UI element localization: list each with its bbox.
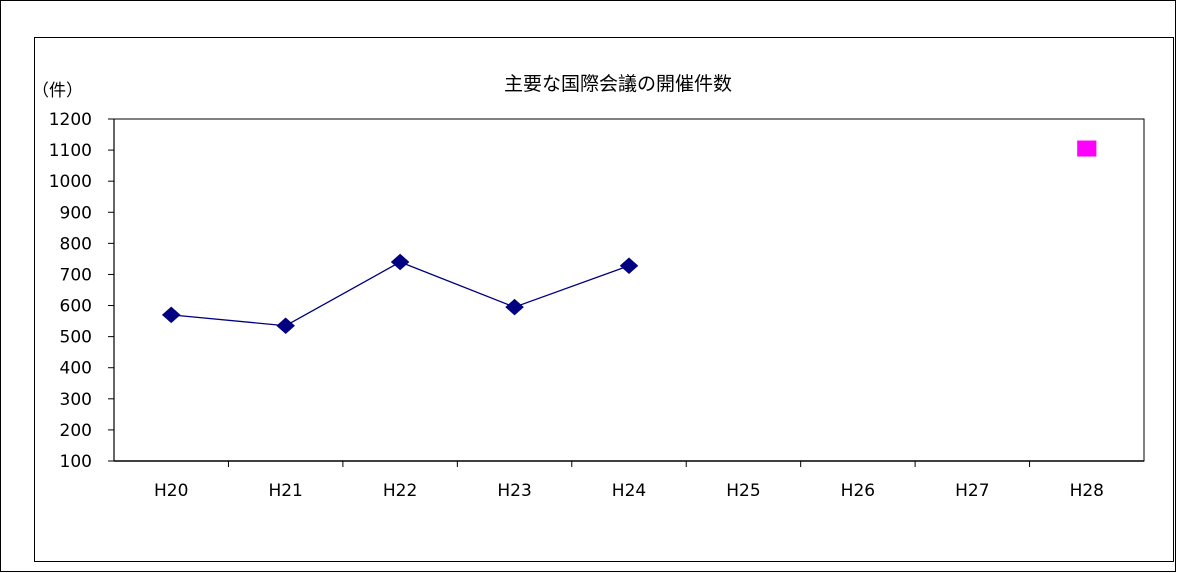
data-point-diamond [161,306,181,324]
data-point-diamond [619,257,639,275]
y-tick-label: 900 [60,203,92,223]
y-tick-label: 1100 [49,141,92,161]
plot-frame [113,118,1145,462]
y-tick-label: 400 [60,359,92,379]
x-tick-label: H27 [955,481,989,501]
x-tick-label: H24 [612,481,646,501]
data-point-diamond [276,317,296,335]
y-tick-label: 300 [60,390,92,410]
data-point-diamond [505,298,524,316]
x-tick-label: H20 [154,481,188,501]
y-tick-label: 500 [60,328,92,348]
x-tick-label: H22 [383,481,417,501]
plot-area [113,118,1145,462]
x-tick-label: H26 [841,481,875,501]
x-tick-label: H21 [268,481,302,501]
y-tick-label: 800 [60,234,92,254]
y-tick-label: 700 [60,265,92,285]
data-point-diamond [390,253,410,271]
x-tick-label: H25 [726,481,760,501]
x-axis: H20 H21 H22 H23 H24 H25 H26 H27 H28 [154,461,1104,501]
series-layer [161,140,1097,335]
y-tick-label: 100 [60,452,92,472]
y-axis-unit-label: （件） [32,81,83,101]
data-point-square [1077,140,1097,157]
chart-title: 主要な国際会議の開催件数 [504,73,732,95]
y-tick-label: 1000 [49,172,92,192]
y-tick-label: 1200 [49,110,92,130]
y-axis: 100 200 300 400 500 600 700 800 900 1000 1100 1200 [49,110,114,472]
y-tick-label: 600 [60,297,92,317]
y-tick-label: 200 [60,421,92,441]
x-tick-label: H28 [1070,481,1104,501]
x-tick-label: H23 [497,481,531,501]
